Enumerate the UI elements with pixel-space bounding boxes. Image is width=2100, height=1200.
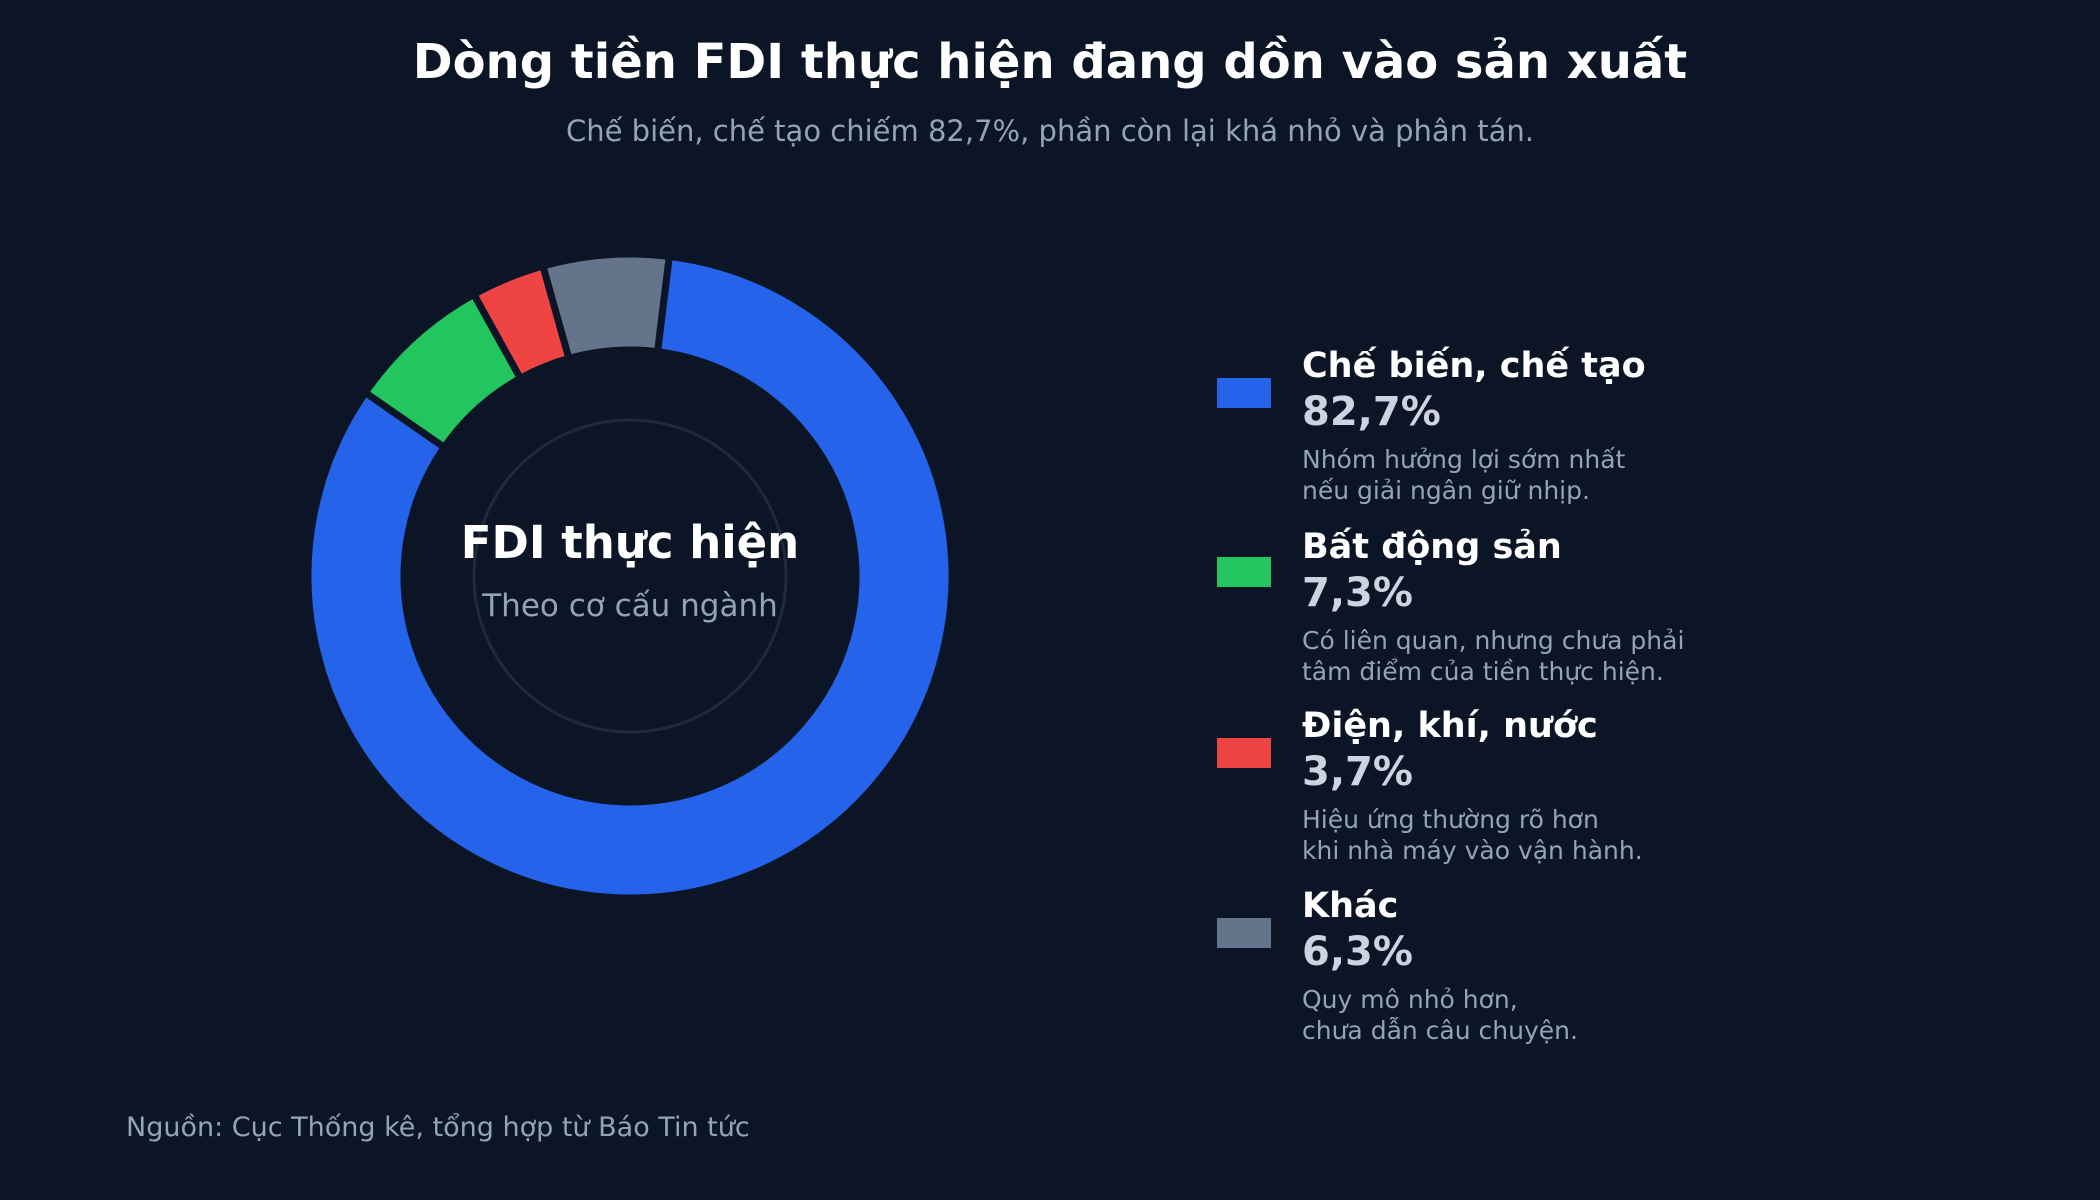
chart-title: Dòng tiền FDI thực hiện đang dồn vào sản… bbox=[412, 34, 1688, 90]
center-ring bbox=[472, 418, 788, 734]
legend-note-line: Quy mô nhỏ hơn, bbox=[1302, 985, 1518, 1014]
legend-swatch bbox=[1217, 738, 1271, 768]
legend-note-line: Có liên quan, nhưng chưa phải bbox=[1302, 626, 1685, 655]
legend-swatch bbox=[1217, 378, 1271, 408]
legend-value: 82,7% bbox=[1302, 389, 1441, 435]
legend-label: Điện, khí, nước bbox=[1302, 706, 1598, 746]
legend-label: Chế biến, chế tạo bbox=[1302, 346, 1646, 386]
legend-value: 7,3% bbox=[1302, 570, 1413, 616]
donut-slice-che-bien-che-tao bbox=[304, 252, 956, 902]
legend-label: Khác bbox=[1302, 886, 1399, 926]
legend-label: Bất động sản bbox=[1302, 527, 1562, 567]
legend-note: Nhóm hưởng lợi sớm nhất nếu giải ngân gi… bbox=[1302, 444, 1625, 506]
legend-note-line: chưa dẫn câu chuyện. bbox=[1302, 1016, 1578, 1045]
donut-center-title: FDI thực hiện bbox=[460, 516, 800, 569]
legend-value: 6,3% bbox=[1302, 929, 1413, 975]
legend-note: Hiệu ứng thường rõ hơn khi nhà máy vào v… bbox=[1302, 804, 1643, 866]
chart-subtitle: Chế biến, chế tạo chiếm 82,7%, phần còn … bbox=[565, 114, 1535, 148]
legend-note-line: khi nhà máy vào vận hành. bbox=[1302, 836, 1643, 865]
legend-note-line: tâm điểm của tiền thực hiện. bbox=[1302, 657, 1664, 686]
legend-note-line: Hiệu ứng thường rõ hơn bbox=[1302, 805, 1599, 834]
donut-center-subtitle: Theo cơ cấu ngành bbox=[482, 588, 778, 624]
legend-swatch bbox=[1217, 918, 1271, 948]
legend-note-line: Nhóm hưởng lợi sớm nhất bbox=[1302, 445, 1626, 474]
legend-swatch bbox=[1217, 557, 1271, 587]
legend-note: Quy mô nhỏ hơn, chưa dẫn câu chuyện. bbox=[1302, 984, 1578, 1046]
donut-slice-khac bbox=[538, 250, 674, 363]
legend-value: 3,7% bbox=[1302, 749, 1413, 795]
donut-slices bbox=[304, 250, 956, 902]
legend-note: Có liên quan, nhưng chưa phải tâm điểm c… bbox=[1302, 625, 1684, 687]
legend-note-line: nếu giải ngân giữ nhịp. bbox=[1302, 476, 1590, 505]
source-note: Nguồn: Cục Thống kê, tổng hợp từ Báo Tin… bbox=[126, 1112, 750, 1143]
